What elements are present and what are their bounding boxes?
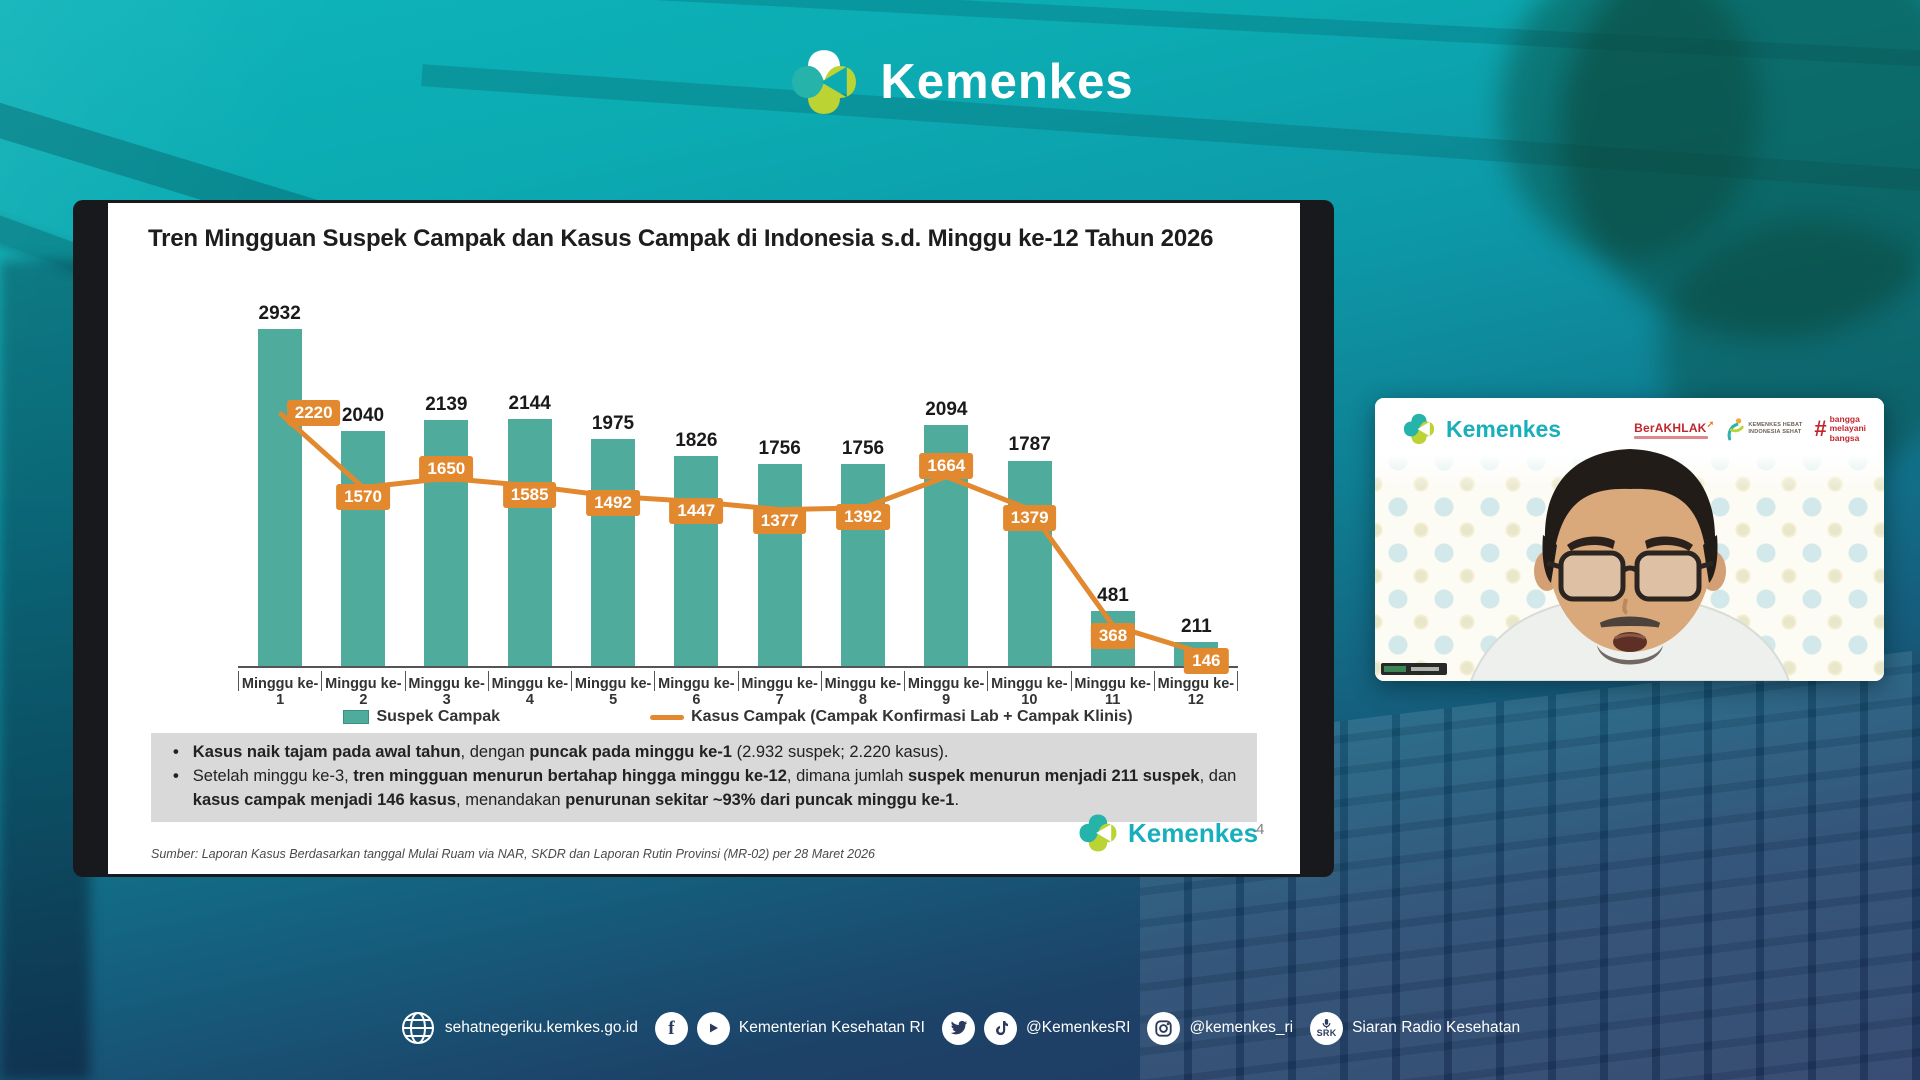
x-axis-label: Minggu ke-2 [321, 671, 404, 708]
bar-value-label: 1975 [591, 412, 635, 434]
slide-brand-text: Kemenkes [1128, 817, 1259, 848]
footer-website: sehatnegeriku.kemkes.go.id [400, 1010, 638, 1046]
bar-suspek-8 [841, 464, 885, 666]
bar-value-label: 2932 [258, 302, 301, 324]
footer-radio: SRK Siaran Radio Kesehatan [1310, 1011, 1521, 1045]
line-value-label: 1650 [419, 456, 474, 483]
line-value-label: 1492 [586, 490, 640, 517]
x-axis-label: Minggu ke-6 [654, 671, 737, 708]
line-value-label: 1585 [502, 481, 557, 508]
line-value-label: 1570 [336, 484, 390, 511]
bar-suspek-4 [507, 419, 552, 666]
kemenkes-header-brand: Kemenkes [0, 44, 1920, 120]
youtube-icon [696, 1011, 730, 1045]
line-value-label: 1664 [919, 452, 974, 479]
x-axis-label: Minggu ke-4 [487, 671, 571, 708]
footer-social-bar: sehatnegeriku.kemkes.go.id f Kementerian… [0, 1010, 1920, 1046]
x-axis-label: Minggu ke-7 [737, 671, 821, 708]
slide-kemenkes-brand: .p-r,.p-b{fill:#bcd334}.p-l{fill:#26b3aa… [1076, 811, 1258, 855]
kemenkes-hebat-figure-icon [1727, 418, 1744, 441]
bar-value-label: 481 [1097, 584, 1129, 606]
tiktok-icon [984, 1011, 1017, 1045]
berakhlak-logo: BerAKHLAK➚ [1634, 419, 1714, 439]
x-axis-label: Minggu ke-10 [987, 671, 1070, 708]
bullet-item: • Kasus naik tajam pada awal tahun, denga… [173, 743, 949, 761]
speaker-person [1469, 449, 1791, 681]
kemenkes-logo-icon [792, 50, 857, 114]
summary-bullet-box: • Kasus naik tajam pada awal tahun, denga… [151, 733, 1257, 822]
footer-instagram-handle: @kemenkes_ri [1189, 1019, 1294, 1036]
webcam-kemenkes-brand: Kemenkes [1401, 411, 1561, 447]
webcam-header: Kemenkes BerAKHLAK➚ KEMENKES HEBAT INDON… [1375, 398, 1884, 460]
x-axis-label: Minggu ke-1 [238, 671, 321, 708]
source-note: Sumber: Laporan Kasus Berdasarkan tangga… [151, 847, 875, 861]
screenshare-frame: Tren Mingguan Suspek Campak dan Kasus Ca… [73, 200, 1334, 877]
chart-x-axis-labels: Minggu ke-1 Minggu ke-2 Minggu ke-3 Minggu … [238, 671, 1238, 708]
kemenkes-logo-icon [1403, 413, 1435, 445]
presentation-slide: Tren Mingguan Suspek Campak dan Kasus Ca… [108, 203, 1300, 874]
line-value-label: 1377 [752, 507, 807, 534]
bar-value-label: 1756 [841, 438, 885, 460]
facebook-icon: f [654, 1011, 688, 1045]
slide-page-number: 4 [1256, 821, 1265, 838]
bar-value-label: 2094 [925, 399, 968, 421]
webcam-partner-logos: BerAKHLAK➚ KEMENKES HEBAT INDONESIA SEHA… [1634, 413, 1866, 444]
bar-suspek-1 [257, 328, 302, 666]
participant-name-label [1381, 663, 1447, 675]
bar-suspek-2 [341, 431, 385, 666]
kemenkes-logo-icon: .p-r,.p-b{fill:#bcd334}.p-l{fill:#26b3aa… [1079, 814, 1117, 852]
bar-suspek-7 [757, 464, 802, 666]
bar-suspek-10 [1007, 460, 1052, 666]
x-axis-label: Minggu ke-8 [820, 671, 904, 708]
line-value-label: 2220 [286, 399, 341, 426]
x-axis-label: Minggu ke-5 [571, 671, 654, 708]
kemenkes-hebat-logo: KEMENKES HEBAT INDONESIA SEHAT [1726, 417, 1802, 441]
slide-title: Tren Mingguan Suspek Campak dan Kasus Ca… [148, 225, 1214, 252]
chart-plot-area: 2932 2040 2139 2144 1975 1826 1756 1756 2094 1787… [238, 303, 1238, 675]
bar-value-label: 1787 [1008, 434, 1051, 456]
srk-icon: SRK [1310, 1011, 1344, 1045]
footer-ig: @kemenkes_ri [1147, 1011, 1294, 1045]
measles-trend-chart: 2932 2040 2139 2144 1975 1826 1756 1756 2094 1787… [238, 303, 1238, 675]
bar-value-label: 1826 [675, 430, 718, 451]
legend-line-swatch [650, 714, 685, 720]
footer-tw-tt: @KemenkesRI [942, 1011, 1131, 1045]
x-axis-label: Minggu ke-11 [1070, 671, 1154, 708]
bar-value-label: 211 [1181, 615, 1212, 637]
kemenkes-brand-text: Kemenkes [880, 55, 1134, 109]
x-axis-label: Minggu ke-3 [404, 671, 488, 708]
x-axis-label: Minggu ke-9 [904, 671, 987, 708]
bar-suspek-6 [674, 456, 719, 666]
webcam-brand-text: Kemenkes [1446, 415, 1562, 442]
footer-website-label: sehatnegeriku.kemkes.go.id [444, 1019, 638, 1036]
legend-item: Kasus Campak (Campak Konfirmasi Lab + Ca… [650, 708, 1133, 726]
line-value-label: 1392 [836, 503, 890, 530]
footer-ministry-label: Kementerian Kesehatan RI [738, 1019, 925, 1036]
twitter-icon [942, 1011, 975, 1045]
bar-value-label: 2144 [508, 393, 551, 415]
bangga-melayani-bangsa-logo: # bangga melayani bangsa [1814, 413, 1866, 443]
speaker-webcam-tile: Kemenkes BerAKHLAK➚ KEMENKES HEBAT INDON… [1375, 398, 1884, 681]
instagram-icon [1147, 1011, 1181, 1045]
globe-icon [401, 1012, 434, 1044]
bar-value-label: 2139 [425, 394, 468, 415]
legend-bar-swatch [343, 710, 370, 724]
line-value-label: 146 [1184, 648, 1229, 675]
x-axis-label: Minggu ke-12 [1153, 671, 1238, 708]
footer-fb-yt: f Kementerian Kesehatan RI [654, 1011, 925, 1045]
bar-suspek-5 [591, 438, 635, 666]
line-value-label: 1447 [669, 497, 724, 524]
footer-twitter-handle: @KemenkesRI [1026, 1019, 1131, 1036]
bar-value-label: 2040 [341, 405, 385, 427]
line-value-label: 368 [1090, 622, 1136, 649]
bar-value-label: 1756 [758, 438, 801, 460]
line-value-label: 1379 [1002, 505, 1057, 532]
chart-legend: Suspek Campak Kasus Campak (Campak Konfir… [238, 708, 1238, 726]
legend-item: Suspek Campak [343, 708, 500, 726]
footer-radio-label: Siaran Radio Kesehatan [1352, 1019, 1521, 1036]
bullet-item: • Setelah minggu ke-3, tren mingguan menu… [173, 766, 1237, 809]
